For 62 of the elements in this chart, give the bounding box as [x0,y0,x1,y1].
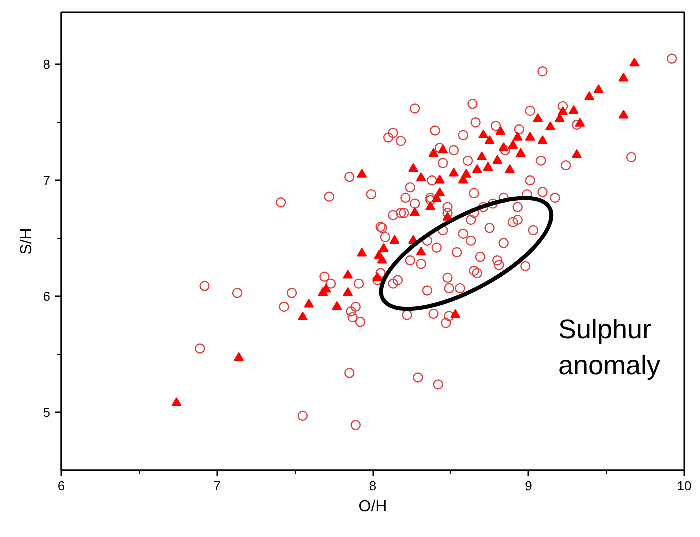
point [408,163,418,172]
point [472,164,482,174]
point [558,106,568,116]
point [483,162,494,171]
point [512,132,523,141]
point [572,149,582,158]
point [343,287,354,296]
point [377,254,388,264]
point [378,243,389,252]
point [416,246,426,256]
point [584,91,594,100]
point [410,207,420,216]
y-tick-label: 6 [43,289,51,304]
point [426,202,436,210]
point [432,193,442,202]
point [498,142,509,152]
point [505,164,516,174]
x-tick-label: 9 [525,478,532,494]
y-tick-label: 5 [43,405,51,420]
annotation: Sulphur anomaly [558,314,662,380]
point [461,169,472,178]
point [492,155,503,164]
point [448,168,459,177]
point [343,270,354,279]
point [630,58,640,67]
y-axis-title: S/H [18,228,36,255]
y-tick-label: 8 [43,57,51,72]
point [525,132,536,141]
x-tick-label: 7 [214,478,221,494]
point [428,148,439,158]
point [372,272,383,282]
x-tick-label: 10 [677,478,692,494]
point [546,122,556,130]
point [332,301,342,310]
point [568,105,579,114]
x-axis-title: O/H [358,498,388,516]
point [484,136,495,144]
point [304,298,314,308]
point [450,309,461,318]
point [172,398,182,406]
point [618,110,629,119]
point [594,84,604,94]
point [618,72,629,82]
point [478,130,489,139]
point [434,174,445,184]
point [533,113,544,122]
point [357,169,368,178]
point [438,144,448,154]
x-tick-label: 8 [369,478,377,494]
point [538,136,548,144]
point [575,118,586,127]
point [496,126,506,136]
point [416,172,426,182]
point [234,352,244,362]
x-tick-label: 6 [58,478,66,494]
point [390,235,400,244]
point [508,140,518,149]
point [357,248,368,257]
point [516,148,526,158]
y-tick-label: 7 [43,173,51,188]
point [298,312,308,321]
point [477,152,488,161]
